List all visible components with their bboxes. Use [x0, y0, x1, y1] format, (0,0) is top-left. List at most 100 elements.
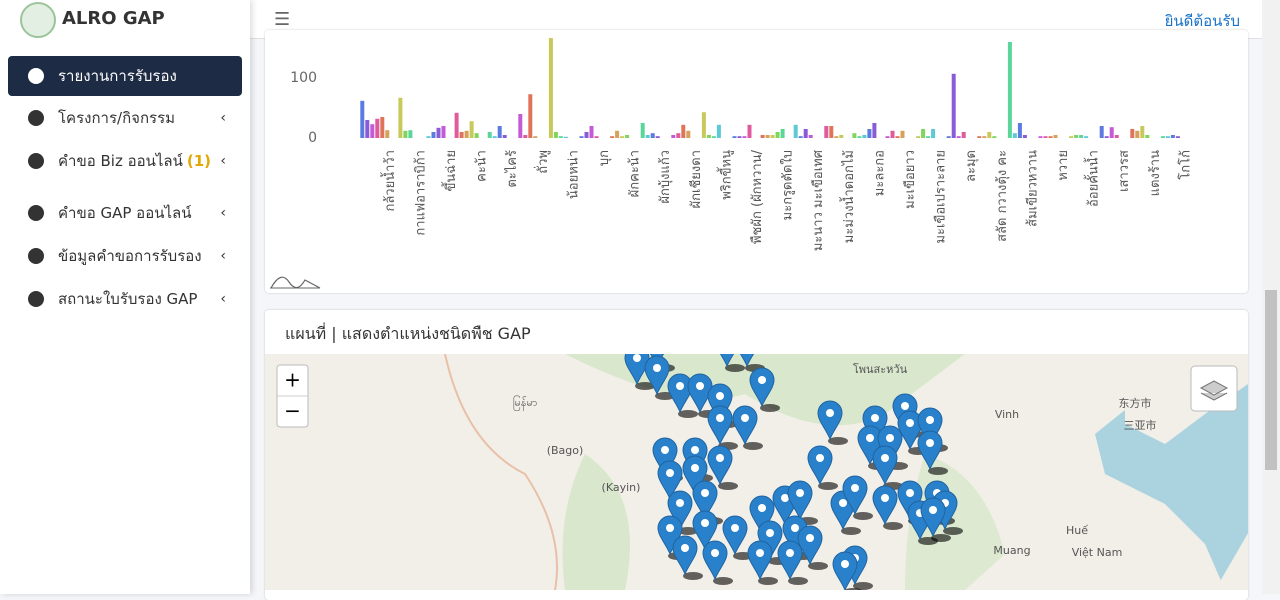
zoom-out[interactable]: −: [284, 399, 301, 423]
menu-icon: [28, 68, 44, 84]
map-pin[interactable]: [692, 510, 718, 551]
x-tick-label: ถั่วพู: [534, 150, 551, 174]
map-pin[interactable]: [872, 445, 898, 486]
brand: ALRO GAP: [62, 8, 165, 29]
bar: [793, 124, 798, 138]
map-pin[interactable]: [707, 383, 733, 424]
bar: [408, 130, 413, 138]
menu-item[interactable]: คำขอ GAP ออนไลน์ ‹: [8, 193, 242, 233]
bar: [584, 132, 589, 138]
x-tick-label: มะเขือเปราะลาย: [933, 150, 949, 244]
map-pin[interactable]: [897, 410, 923, 451]
bar: [563, 136, 568, 138]
map-pin[interactable]: [652, 437, 678, 478]
map-pin[interactable]: [735, 354, 759, 368]
pin-dot: [841, 560, 849, 568]
bar: [760, 135, 765, 138]
pin-dot: [871, 414, 879, 422]
bar: [982, 136, 987, 138]
bar: [824, 126, 829, 138]
map-pin[interactable]: [917, 407, 943, 448]
map-pin[interactable]: [715, 354, 739, 368]
menu-label: รายงานการรับรอง: [58, 67, 177, 85]
pin-dot: [661, 446, 669, 454]
welcome[interactable]: ยินดีต้อนรับ: [1164, 12, 1240, 30]
menu-item[interactable]: สถานะใบรับรอง GAP ‹: [8, 279, 242, 319]
x-tick-label: น้อยหน่า: [566, 150, 581, 199]
map-pin[interactable]: [732, 405, 758, 446]
pin-shadow: [818, 482, 838, 490]
menu-item[interactable]: โครงการ/กิจกรรม ‹: [8, 98, 242, 138]
map-pin[interactable]: [702, 540, 728, 581]
map-pin[interactable]: [917, 430, 943, 471]
map-pin[interactable]: [657, 460, 683, 501]
x-tick-label: ส้มเขียวหวาน: [1024, 150, 1040, 227]
scrollbar[interactable]: [1262, 0, 1280, 594]
map-pin[interactable]: [667, 490, 693, 531]
bar: [867, 129, 872, 138]
bar: [706, 135, 711, 138]
y-tick-label: 100: [290, 70, 317, 86]
bar: [1104, 136, 1109, 138]
pin-shadow: [758, 577, 778, 585]
map-pin[interactable]: [682, 455, 708, 496]
bar: [1074, 135, 1079, 138]
bar: [890, 130, 895, 138]
bar: [380, 117, 385, 138]
map-pin[interactable]: [749, 495, 775, 536]
menu-icon: [28, 110, 44, 126]
bar: [737, 136, 742, 138]
map-pin[interactable]: [667, 373, 693, 414]
bar: [403, 130, 408, 138]
bar: [469, 121, 474, 138]
bar: [645, 135, 650, 138]
bar: [454, 112, 459, 138]
pin-dot: [816, 454, 824, 462]
map-pin[interactable]: [749, 367, 775, 408]
pin-dot: [711, 549, 719, 557]
chart: 0 100 กล้วยน้ำว้า กาแฟอาราบิก้า ขึ้นฉ่าย คะน้…: [270, 38, 1193, 289]
map-pin[interactable]: [707, 445, 733, 486]
bar: [436, 127, 441, 138]
map-pin[interactable]: [747, 540, 773, 581]
bar: [528, 94, 533, 138]
bar: [765, 135, 770, 138]
map-pin[interactable]: [920, 497, 946, 538]
map-pin[interactable]: [842, 475, 868, 516]
map-label: 东方市: [1119, 396, 1152, 410]
bar: [487, 132, 492, 138]
map-pin[interactable]: [722, 515, 748, 556]
map-pin[interactable]: [707, 405, 733, 446]
map-pin[interactable]: [872, 485, 898, 526]
bar: [1084, 136, 1089, 138]
pin-shadow: [943, 527, 963, 535]
map-pin[interactable]: [644, 355, 670, 396]
pin-dot: [633, 354, 641, 362]
pin-shadow: [678, 527, 698, 535]
map-pin[interactable]: [807, 445, 833, 486]
bar: [780, 129, 785, 138]
zoom-in[interactable]: +: [284, 368, 301, 392]
hamburger[interactable]: ☰: [274, 9, 291, 30]
bar: [1048, 136, 1053, 138]
map-pin[interactable]: [817, 400, 843, 441]
bar: [895, 136, 900, 138]
menu-item[interactable]: คำขอ Biz ออนไลน์ (1) ‹: [8, 141, 242, 181]
map-pin[interactable]: [777, 540, 803, 581]
menu-item[interactable]: ข้อมูลคำขอการรับรอง ‹: [8, 236, 242, 276]
pin-dot: [796, 489, 804, 497]
map-pin[interactable]: [832, 551, 858, 590]
bar: [375, 118, 380, 138]
bar: [747, 124, 752, 138]
menu-item[interactable]: รายงานการรับรอง: [8, 56, 242, 96]
pin-dot: [826, 409, 834, 417]
bar: [1140, 126, 1145, 138]
map-pin[interactable]: [692, 480, 718, 521]
bar: [961, 132, 966, 138]
pin-dot: [696, 382, 704, 390]
pin-dot: [666, 469, 674, 477]
map-pin[interactable]: [672, 535, 698, 576]
map-pin[interactable]: [787, 480, 813, 521]
x-tick-label: บุก: [597, 150, 612, 166]
